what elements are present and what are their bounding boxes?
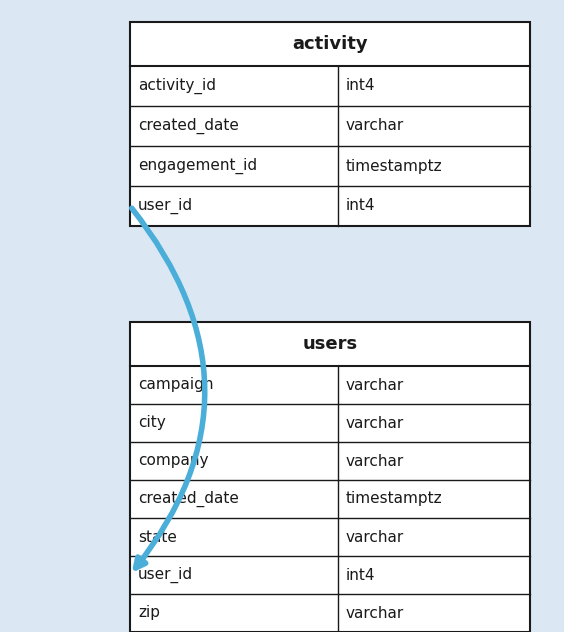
Text: timestamptz: timestamptz: [346, 159, 443, 174]
Text: activity_id: activity_id: [138, 78, 216, 94]
Text: varchar: varchar: [346, 119, 404, 133]
Bar: [130, 322, 530, 632]
Bar: [130, 22, 530, 226]
Text: created_date: created_date: [138, 118, 239, 134]
Text: varchar: varchar: [346, 415, 404, 430]
Text: int4: int4: [346, 78, 376, 94]
Text: varchar: varchar: [346, 454, 404, 468]
Text: int4: int4: [346, 568, 376, 583]
Bar: [130, 22, 530, 226]
Text: user_id: user_id: [138, 198, 193, 214]
Text: varchar: varchar: [346, 530, 404, 545]
Text: int4: int4: [346, 198, 376, 214]
Text: zip: zip: [138, 605, 160, 621]
Text: user_id: user_id: [138, 567, 193, 583]
Text: created_date: created_date: [138, 491, 239, 507]
FancyArrowPatch shape: [132, 208, 205, 568]
Text: varchar: varchar: [346, 377, 404, 392]
Text: varchar: varchar: [346, 605, 404, 621]
Text: engagement_id: engagement_id: [138, 158, 257, 174]
Text: state: state: [138, 530, 177, 545]
Text: activity: activity: [292, 35, 368, 53]
Text: users: users: [302, 335, 358, 353]
Text: company: company: [138, 454, 209, 468]
Text: campaign: campaign: [138, 377, 214, 392]
Text: timestamptz: timestamptz: [346, 492, 443, 506]
Bar: [130, 322, 530, 632]
Text: city: city: [138, 415, 166, 430]
